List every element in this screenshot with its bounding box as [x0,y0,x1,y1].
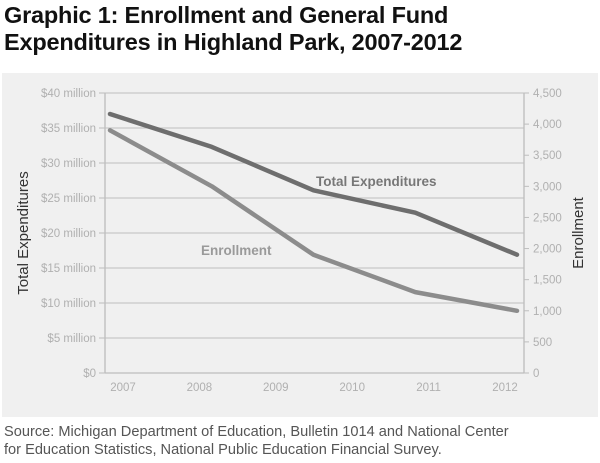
y2-tick-label: 3,500 [533,150,562,162]
source-note: Source: Michigan Department of Education… [4,423,600,459]
y-tick-label: $10 million [41,298,96,310]
y-tick-label: $40 million [41,88,96,100]
series-label-enrollment: Enrollment [201,243,272,258]
y2-axis-label: Enrollment [570,196,587,269]
y-tick-label: $25 million [41,193,96,205]
gridlines [105,92,524,339]
left-y-tick-labels: $0 $5 million $10 million $15 million $20 mi… [41,88,96,380]
y-tick-label: $20 million [41,228,96,240]
y2-tick-label: 2,500 [533,212,562,224]
y2-tick-label: 4,000 [533,119,562,131]
x-tick-label: 2012 [492,382,518,394]
y-tick-label: $0 [83,368,96,380]
series-line-enrollment [107,128,520,314]
x-tick-labels: 2007 2008 2009 2010 2011 2012 [110,382,518,394]
chart-title-line-2: Expenditures in Highland Park, 2007-2012 [4,29,463,55]
source-line-1: Source: Michigan Department of Education… [4,424,509,440]
x-tick-label: 2011 [416,382,441,394]
chart-title-line-1: Graphic 1: Enrollment and General Fund [4,2,449,28]
x-tick-label: 2010 [339,382,365,394]
y2-tick-label: 2,000 [533,244,562,256]
y2-tick-label: 3,000 [533,181,562,193]
chart-title: Graphic 1: Enrollment and General Fund E… [4,2,600,56]
x-tick-label: 2009 [263,382,289,394]
y-tick-label: $5 million [47,333,96,345]
y-tick-label: $15 million [41,263,96,275]
x-tick-label: 2007 [110,382,136,394]
source-line-2: for Education Statistics, National Publi… [4,442,442,458]
right-y-tick-labels: 0 500 1,000 1,500 2,000 2,500 3,000 3,500 4,000 4… [533,88,562,380]
y-tick-label: $35 million [41,123,96,135]
x-tick-label: 2008 [187,382,213,394]
axes [99,92,529,374]
y2-tick-label: 500 [533,337,552,349]
y-tick-label: $30 million [41,158,96,170]
y2-tick-label: 1,500 [533,275,562,287]
y2-tick-label: 1,000 [533,306,562,318]
series-line-total-expenditures [107,111,520,257]
series-label-total-expenditures: Total Expenditures [316,174,437,189]
y2-tick-label: 0 [533,368,539,380]
series-lines [107,111,520,314]
y-axis-label: Total Expenditures [15,171,32,294]
y2-tick-label: 4,500 [533,88,562,100]
